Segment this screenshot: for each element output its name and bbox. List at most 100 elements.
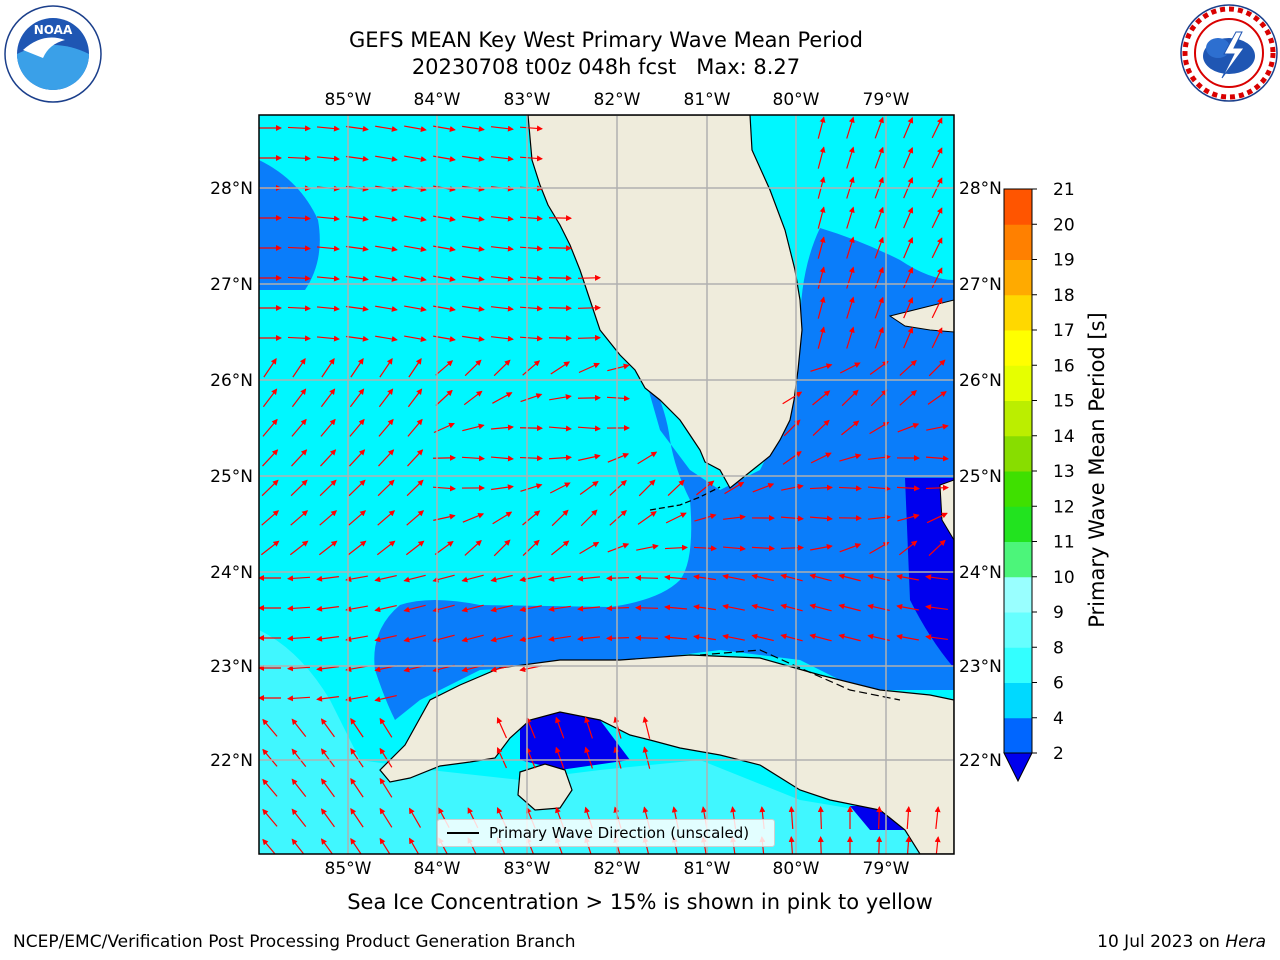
- wave-direction-arrow: [519, 635, 542, 643]
- colorbar-tick-label: 16: [1053, 356, 1075, 376]
- wave-direction-arrow: [579, 541, 600, 555]
- colorbar-tick-label: 9: [1053, 603, 1064, 623]
- wave-direction-arrow: [491, 155, 514, 162]
- wave-direction-arrow: [291, 418, 307, 437]
- colorbar-bin: [1004, 400, 1032, 437]
- wave-direction-arrow: [903, 326, 914, 349]
- wave-direction-arrow: [925, 634, 948, 641]
- wave-direction-arrow: [693, 545, 717, 552]
- colorbar-bin: [1004, 294, 1032, 331]
- wave-direction-arrow: [613, 716, 622, 739]
- wave-direction-arrow: [841, 420, 860, 436]
- wave-direction-arrow: [905, 806, 912, 830]
- wave-direction-arrow: [287, 635, 311, 642]
- wave-direction-arrow: [578, 362, 600, 374]
- wave-direction-arrow: [404, 125, 427, 132]
- wave-direction-arrow: [262, 388, 278, 408]
- wave-direction-arrow: [287, 275, 311, 282]
- nws-logo: [1180, 4, 1278, 102]
- wave-direction-arrow: [316, 605, 339, 612]
- lon-label: 79°W: [863, 90, 910, 110]
- wave-direction-arrow: [375, 335, 398, 342]
- wave-direction-arrow: [899, 359, 917, 376]
- wave-direction-arrow: [316, 215, 340, 222]
- wave-direction-arrow: [817, 266, 826, 289]
- wave-direction-arrow: [379, 358, 393, 378]
- lon-label: 80°W: [773, 859, 820, 879]
- lon-label: 85°W: [325, 859, 372, 879]
- wave-direction-arrow: [403, 604, 426, 613]
- wave-direction-arrow: [809, 573, 832, 582]
- wave-direction-arrow: [347, 540, 367, 556]
- wave-direction-arrow: [934, 836, 941, 854]
- wave-direction-arrow: [262, 449, 279, 467]
- wave-direction-arrow: [346, 275, 369, 282]
- wave-direction-arrow: [846, 116, 855, 139]
- wave-direction-arrow: [580, 509, 598, 527]
- lat-labels-right: 28°N 27°N 26°N 25°N 24°N 23°N 22°N: [959, 179, 1002, 771]
- wave-direction-arrow: [408, 807, 422, 828]
- colorbar-bin: [1004, 259, 1032, 296]
- wave-direction-arrow: [287, 245, 311, 252]
- wave-direction-arrow: [408, 837, 420, 854]
- colorbar-bin: [1004, 435, 1032, 472]
- colorbar-bin: [1004, 506, 1032, 542]
- wave-direction-arrow: [290, 479, 308, 497]
- wave-direction-arrow: [320, 449, 337, 467]
- wave-direction-arrow: [262, 808, 278, 827]
- colorbar-tick-label: 11: [1053, 533, 1075, 553]
- wave-direction-arrow: [925, 604, 948, 611]
- wave-direction-arrow: [931, 147, 943, 169]
- wave-direction-arrow: [809, 484, 833, 491]
- wave-direction-arrow: [520, 483, 543, 492]
- wave-direction-arrow: [461, 634, 484, 643]
- wave-direction-arrow: [896, 603, 919, 611]
- wave-direction-arrow: [291, 718, 307, 738]
- wave-direction-arrow: [404, 215, 427, 222]
- wave-direction-arrow: [549, 394, 572, 401]
- wave-direction-arrow: [874, 206, 884, 229]
- lat-label: 27°N: [210, 275, 253, 295]
- wave-direction-arrow: [490, 604, 513, 613]
- wave-direction-arrow: [693, 604, 716, 611]
- wave-direction-arrow: [876, 806, 883, 830]
- wave-direction-arrow: [346, 215, 369, 222]
- wave-direction-arrow: [584, 746, 593, 769]
- wave-direction-arrow: [490, 424, 514, 431]
- wave-direction-arrow: [491, 125, 514, 132]
- wave-direction-arrow: [345, 605, 368, 613]
- wave-direction-arrow: [320, 778, 335, 798]
- lon-label: 83°W: [504, 859, 551, 879]
- footer-date: 10 Jul 2023 on Hera: [1097, 932, 1266, 952]
- wave-direction-arrow: [926, 423, 949, 431]
- wave-direction-arrow: [348, 479, 366, 497]
- lat-label: 24°N: [210, 563, 253, 583]
- wave-direction-arrow: [810, 363, 833, 372]
- colorbar-bin: [1004, 330, 1032, 366]
- wave-direction-arrow: [781, 483, 804, 491]
- wave-direction-arrow: [375, 275, 398, 282]
- wave-direction-arrow: [584, 716, 593, 739]
- wave-direction-arrow: [817, 116, 826, 139]
- colorbar-tick-label: 12: [1053, 497, 1075, 517]
- wave-direction-arrow: [812, 390, 831, 406]
- lat-label: 22°N: [210, 751, 253, 771]
- wave-direction-arrow: [321, 358, 335, 378]
- wave-direction-arrow: [379, 747, 393, 768]
- wave-direction-arrow: [722, 603, 745, 611]
- wave-direction-arrow: [925, 574, 948, 581]
- wave-direction-arrow: [577, 334, 601, 341]
- map-legend: Primary Wave Direction (unscaled): [437, 819, 775, 847]
- wave-direction-arrow: [817, 146, 826, 169]
- wave-direction-arrow: [551, 540, 570, 556]
- wave-direction-arrow: [896, 573, 919, 581]
- wave-direction-arrow: [462, 512, 485, 523]
- wave-direction-arrow: [320, 808, 335, 828]
- wave-direction-arrow: [287, 125, 311, 132]
- wave-direction-arrow: [578, 453, 601, 461]
- wave-direction-arrow: [519, 215, 543, 222]
- wave-direction-arrow: [262, 778, 278, 797]
- wave-direction-arrow: [291, 808, 307, 828]
- wave-direction-arrow: [374, 695, 397, 703]
- wave-direction-arrow: [782, 451, 802, 465]
